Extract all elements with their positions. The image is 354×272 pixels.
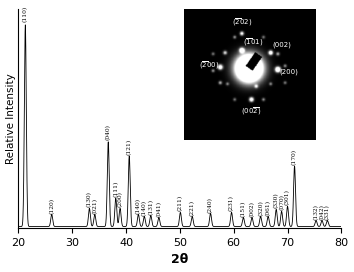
Text: (121): (121) bbox=[127, 138, 132, 154]
Text: (301): (301) bbox=[285, 189, 290, 205]
Text: (211): (211) bbox=[178, 195, 183, 212]
Text: (140): (140) bbox=[142, 199, 147, 216]
Text: (231): (231) bbox=[229, 196, 234, 212]
Text: (002): (002) bbox=[250, 200, 255, 217]
Text: (040): (040) bbox=[106, 124, 111, 140]
Text: (042): (042) bbox=[319, 204, 325, 220]
Text: (070): (070) bbox=[279, 194, 284, 211]
X-axis label: 2θ: 2θ bbox=[171, 254, 188, 267]
Text: (331): (331) bbox=[325, 204, 330, 220]
Y-axis label: Relative Intensity: Relative Intensity bbox=[6, 73, 16, 164]
Text: (130): (130) bbox=[87, 191, 92, 208]
Text: (330): (330) bbox=[274, 193, 279, 208]
Text: (132): (132) bbox=[314, 204, 319, 220]
Text: (041): (041) bbox=[156, 200, 161, 217]
Text: (170): (170) bbox=[292, 149, 297, 165]
Text: (110): (110) bbox=[23, 6, 28, 23]
Text: (131): (131) bbox=[148, 198, 153, 215]
Text: (120): (120) bbox=[49, 197, 54, 214]
Text: (021): (021) bbox=[92, 197, 97, 214]
Text: (061): (061) bbox=[266, 199, 271, 216]
Text: (221): (221) bbox=[190, 199, 195, 216]
Text: (200): (200) bbox=[118, 191, 123, 208]
Text: (240): (240) bbox=[208, 196, 213, 212]
Text: (320): (320) bbox=[258, 200, 263, 216]
Text: (111): (111) bbox=[113, 181, 118, 197]
Text: (151): (151) bbox=[241, 200, 246, 217]
Text: (140): (140) bbox=[136, 197, 141, 214]
